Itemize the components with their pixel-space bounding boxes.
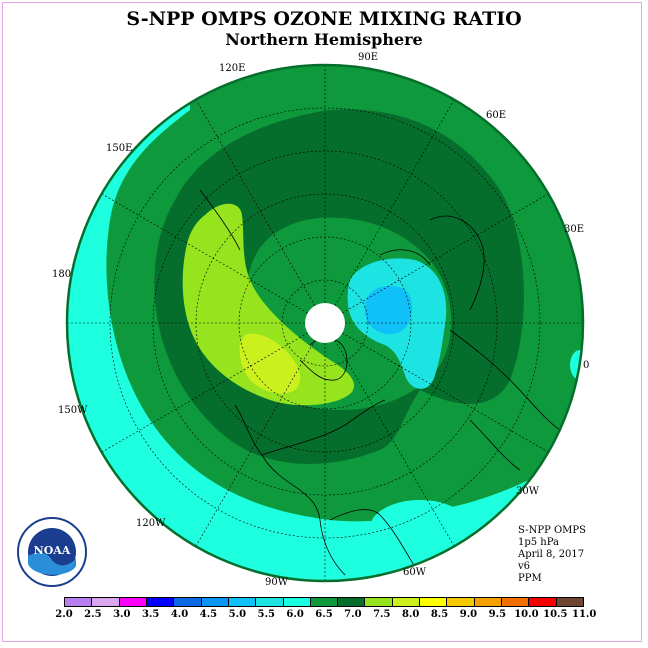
colorbar-tick-label: 5.0 [228, 609, 247, 620]
lon-label-60e: 60E [486, 110, 507, 121]
info-version: v6 [518, 561, 531, 572]
colorbar-box [256, 598, 284, 606]
lon-label-120e: 120E [219, 63, 246, 74]
colorbar-box [228, 598, 257, 606]
colorbar-tick-label: 9.0 [459, 609, 478, 620]
colorbar-tick-label: 4.0 [170, 609, 189, 620]
colorbar-box [65, 598, 93, 606]
map-title: S-NPP OMPS OZONE MIXING RATIO [126, 8, 522, 30]
colorbar-tick-label: 4.5 [199, 609, 218, 620]
colorbar-box [201, 598, 229, 606]
colorbar-box [474, 598, 502, 606]
pole-no-data [305, 303, 345, 343]
colorbar-box [365, 598, 393, 606]
info-block: S-NPP OMPS 1p5 hPa April 8, 2017 v6 PPM [518, 525, 586, 585]
lon-label-120w: 120W [136, 518, 166, 529]
colorbar-tick-label: 10.0 [514, 609, 539, 620]
info-level: 1p5 hPa [518, 537, 559, 548]
info-instrument: S-NPP OMPS [518, 525, 586, 536]
noaa-logo-text: NOAA [34, 544, 71, 557]
colorbar-tick-label: 3.0 [113, 609, 131, 620]
lon-label-30e: 30E [564, 224, 585, 235]
colorbar-tick-label: 8.0 [401, 609, 420, 620]
colorbar-box [447, 598, 475, 606]
colorbar-box [392, 598, 421, 606]
colorbar-box [92, 598, 120, 606]
colorbar-box [119, 598, 147, 606]
colorbar-tick-label: 7.0 [344, 609, 362, 620]
colorbar-box [338, 598, 366, 606]
info-date: April 8, 2017 [518, 549, 585, 560]
noaa-logo: NOAA [17, 517, 87, 587]
info-units: PPM [518, 573, 542, 584]
colorbar-box [502, 598, 530, 606]
colorbar-tick-label: 10.5 [543, 609, 568, 620]
graticule [67, 65, 583, 581]
colorbar-tick-label: 8.5 [430, 609, 449, 620]
colorbar-tick-label: 3.5 [141, 609, 160, 620]
colorbar-box [556, 598, 583, 606]
colorbar-box [283, 598, 311, 606]
lon-label-180: 180 [52, 269, 72, 280]
colorbar-tick-label: 11.0 [572, 609, 597, 620]
colorbar-box [174, 598, 202, 606]
lon-label-0: 0 [583, 360, 590, 371]
lon-label-150e: 150E [106, 143, 133, 154]
colorbar-tick-label: 6.5 [315, 609, 333, 620]
colorbar-tick-label: 2.5 [84, 609, 102, 620]
colorbar-tick-label: 9.5 [488, 609, 507, 620]
lon-label-150w: 150W [58, 405, 88, 416]
coastlines [199, 189, 561, 576]
field-yellow-green-8-8.5 [239, 333, 301, 394]
colorbar-tick-label: 2.0 [55, 609, 73, 620]
field-cyan-bottom-right [370, 500, 470, 556]
colorbar-box [146, 598, 175, 606]
field-blue-5-5.5 [364, 285, 413, 335]
lon-label-90e: 90E [358, 52, 379, 63]
colorbar-tick-label: 6.0 [286, 609, 304, 620]
lon-label-30w: 30W [516, 486, 540, 497]
lon-label-60w: 60W [403, 567, 427, 578]
colorbar-box [310, 598, 339, 606]
colorbar [64, 597, 584, 607]
colorbar-box [420, 598, 448, 606]
map-subtitle: Northern Hemisphere [225, 30, 423, 49]
map-boundary [65, 63, 585, 583]
colorbar-box [529, 598, 557, 606]
field-lime-7.5-8 [182, 203, 354, 406]
lon-label-90w: 90W [265, 577, 289, 588]
colorbar-tick-label: 5.5 [257, 609, 275, 620]
colorbar-tick-label: 7.5 [373, 609, 391, 620]
